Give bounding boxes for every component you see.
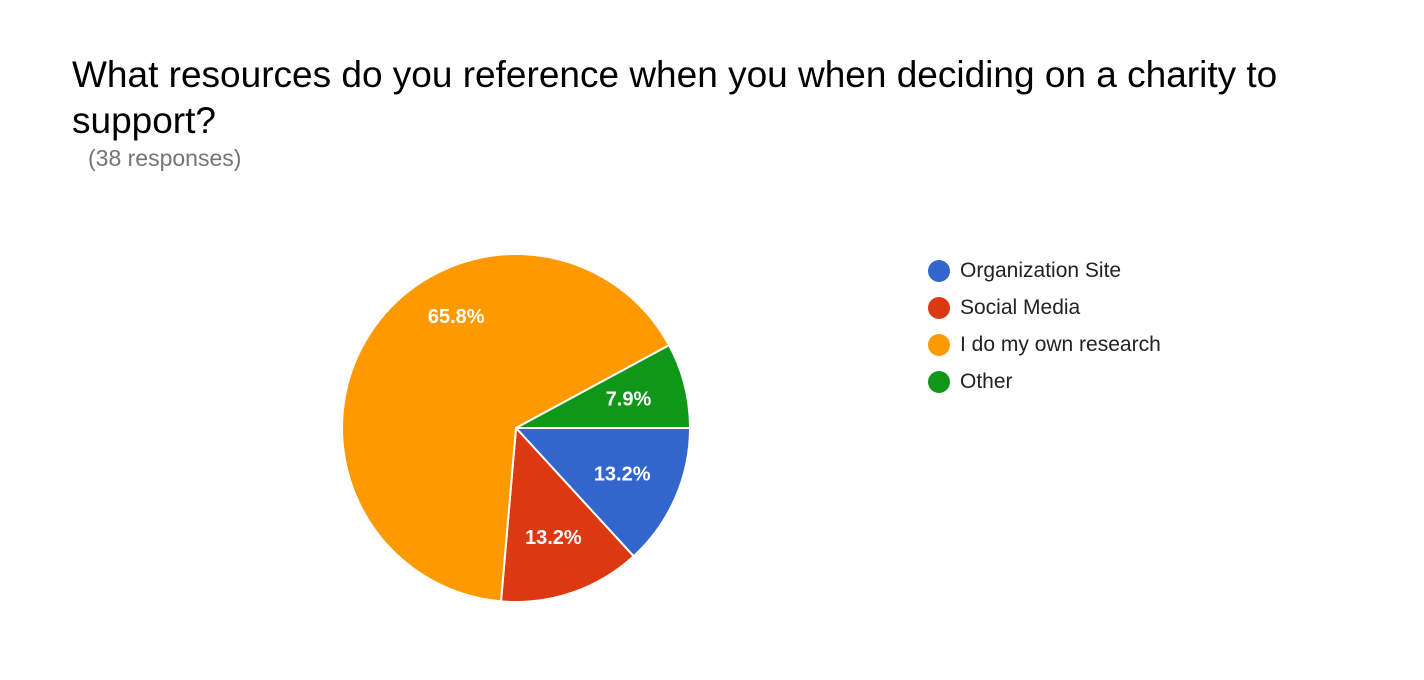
pie-slice-label-0: 13.2% (594, 464, 651, 486)
pie-slice-label-1: 13.2% (525, 527, 582, 549)
legend-swatch-icon (928, 333, 950, 356)
pie-slice-0 (513, 427, 692, 558)
legend-label: Social Media (960, 295, 1081, 319)
legend-label: Organization Site (960, 258, 1122, 282)
pie-slices (341, 253, 692, 603)
pie-slice-label-2: 65.8% (428, 306, 485, 328)
pie-slice-3 (515, 343, 692, 429)
legend-label: I do my own research (960, 332, 1161, 356)
pie-slice-label-3: 7.9% (606, 389, 652, 411)
chart-legend: Organization Site Social Media I do my own… (928, 252, 1161, 400)
legend-item: Other (928, 363, 1161, 400)
legend-swatch-icon (928, 296, 950, 319)
legend-item: I do my own research (928, 326, 1161, 363)
legend-swatch-icon (928, 370, 950, 393)
legend-label: Other (960, 369, 1013, 393)
legend-item: Organization Site (928, 252, 1161, 289)
pie-labels: 13.2% 13.2% 65.8% 7.9% (428, 306, 652, 549)
legend-swatch-icon (928, 259, 950, 282)
legend-item: Social Media (928, 289, 1161, 326)
pie-slice-2 (341, 253, 671, 603)
response-count: (38 responses) (88, 145, 242, 171)
pie-slice-1 (499, 425, 636, 603)
chart-title: What resources do you reference when you… (72, 54, 1278, 141)
